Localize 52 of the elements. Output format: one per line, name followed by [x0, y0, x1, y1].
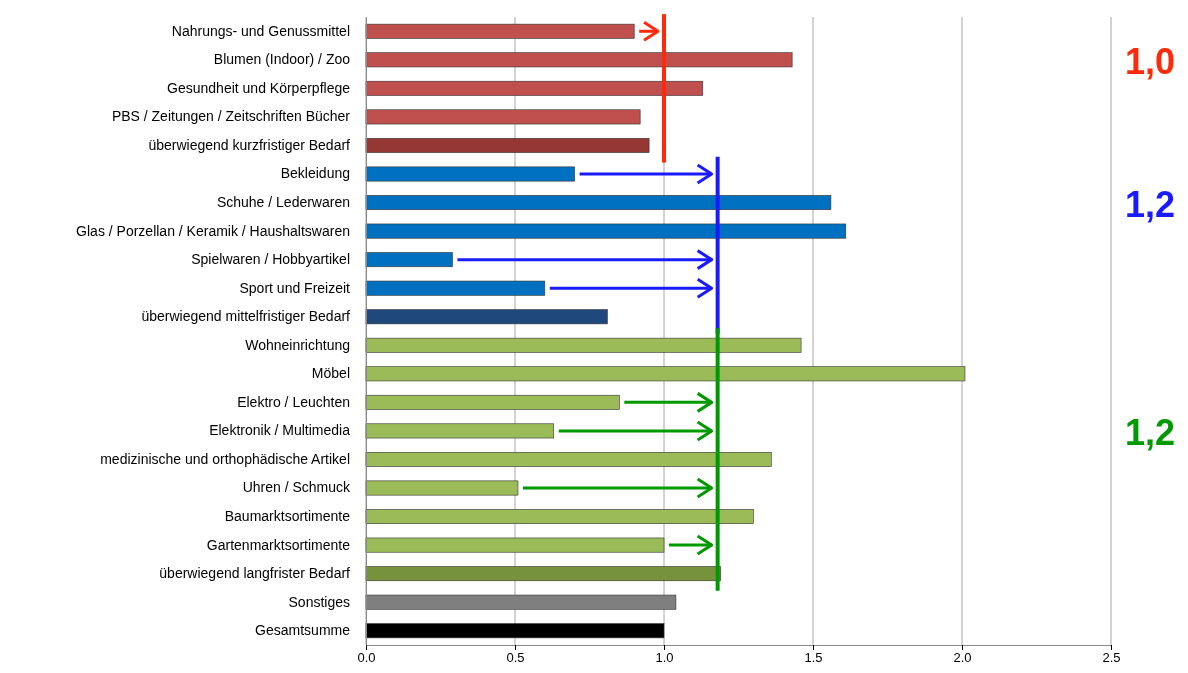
- bar: [365, 566, 721, 582]
- ref-line-label: 1,0: [1124, 40, 1176, 82]
- y-tick-label: Wohneinrichtung: [245, 336, 350, 353]
- x-tick-label: 1.0: [655, 650, 674, 666]
- x-tick-label: 2.0: [953, 650, 972, 666]
- y-tick-label: überwiegend langfrister Bedarf: [159, 565, 351, 582]
- bar: [365, 537, 665, 553]
- y-tick-label: Elektro / Leuchten: [237, 393, 350, 410]
- y-tick-label: Sonstiges: [288, 593, 350, 610]
- y-tick-label: Sport und Freizeit: [239, 279, 351, 296]
- bar: [365, 52, 793, 68]
- ref-line-label: 1,2: [1124, 411, 1176, 453]
- ref-line-label: 1,2: [1124, 183, 1176, 225]
- bar: [365, 623, 665, 639]
- x-tick-label: 2.5: [1102, 650, 1121, 666]
- x-tick-label: 0.5: [506, 650, 525, 666]
- bar: [365, 452, 772, 467]
- y-tick-label: Bekleidung: [280, 165, 350, 182]
- y-tick-label: Schuhe / Lederwaren: [216, 194, 350, 211]
- y-tick-label: Nahrungs- und Genussmittel: [171, 22, 350, 39]
- x-tick-label: 1.5: [804, 650, 823, 666]
- bar: [365, 109, 641, 125]
- y-tick-label: Gartenmarktsortimente: [206, 536, 351, 553]
- y-tick-label: Gesamtsumme: [255, 622, 351, 639]
- bar: [365, 138, 650, 153]
- bar: [365, 223, 847, 239]
- bar: [365, 252, 453, 268]
- bar: [365, 309, 608, 325]
- y-tick-label: medizinische und orthophädische Artikel: [100, 450, 350, 467]
- y-tick-label: Spielwaren / Hobbyartikel: [191, 251, 350, 268]
- bar: [365, 480, 519, 496]
- y-tick-label: überwiegend mittelfristiger Bedarf: [141, 308, 351, 325]
- bar: [365, 195, 832, 210]
- y-tick-label: Möbel: [311, 365, 350, 382]
- y-tick-label: Baumarktsortimente: [224, 508, 351, 525]
- y-tick-label: Blumen (Indoor) / Zoo: [213, 51, 351, 68]
- bar: [365, 337, 802, 353]
- bar: [365, 423, 555, 439]
- bar: [365, 80, 704, 96]
- y-tick-label: Uhren / Schmuck: [242, 479, 351, 496]
- bar: [365, 166, 575, 182]
- bar: [365, 509, 754, 524]
- y-tick-label: PBS / Zeitungen / Zeitschriften Bücher: [111, 108, 351, 125]
- bar: [365, 23, 635, 39]
- bar: [365, 280, 546, 296]
- y-tick-label: Gesundheit und Körperpflege: [167, 79, 351, 96]
- x-tick-label: 0.0: [357, 650, 376, 666]
- bar: [365, 366, 966, 382]
- bar: [365, 394, 620, 410]
- y-tick-label: Elektronik / Multimedia: [209, 422, 351, 439]
- y-tick-label: überwiegend kurzfristiger Bedarf: [148, 136, 351, 153]
- y-tick-label: Glas / Porzellan / Keramik / Haushaltswaren: [76, 222, 350, 239]
